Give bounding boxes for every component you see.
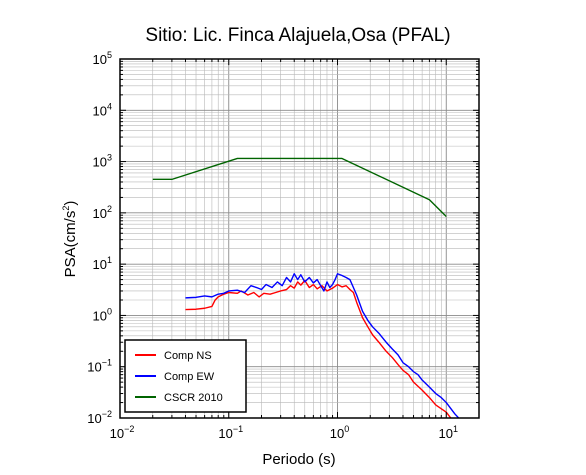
series-line-comp-ew	[185, 273, 460, 418]
series-layer	[152, 157, 460, 418]
legend-label-comp-ew: Comp EW	[164, 371, 215, 383]
plot-frame	[119, 58, 480, 419]
y-axis-label-base: PSA(cm/s	[62, 211, 79, 278]
y-tick-label: 103	[93, 153, 112, 170]
y-tick-labels: 10−2 10−1 100 101 102 103 104 105	[87, 50, 112, 426]
y-tick-label: 101	[93, 255, 112, 272]
x-tick-label: 10−2	[110, 424, 135, 441]
x-tick-label: 101	[439, 424, 458, 441]
y-axis-label-close: )	[62, 201, 79, 206]
y-axis-label: PSA(cm/s2)	[61, 201, 79, 278]
series-line-cscr-2010	[152, 157, 447, 217]
y-tick-label: 100	[93, 306, 112, 323]
x-tick-label: 100	[330, 424, 349, 441]
grid	[119, 58, 480, 419]
x-tick-labels: 10−2 10−1 100 101	[110, 424, 458, 441]
x-axis-label: Periodo (s)	[262, 451, 335, 468]
legend: Comp NS Comp EW CSCR 2010	[124, 339, 247, 413]
y-tick-label: 10−1	[87, 358, 112, 375]
y-tick-label: 104	[93, 101, 112, 118]
series-line-comp-ns	[185, 279, 452, 418]
x-tick-label: 10−1	[218, 424, 243, 441]
y-tick-label: 102	[93, 204, 112, 221]
y-tick-label: 105	[93, 50, 112, 67]
y-tick-label: 10−2	[87, 409, 112, 426]
axis-ticks	[119, 58, 480, 419]
legend-label-cscr-2010: CSCR 2010	[164, 392, 223, 404]
chart-title: Sitio: Lic. Finca Alajuela,Osa (PFAL)	[145, 25, 450, 46]
y-axis-label-sup: 2	[61, 206, 71, 211]
legend-label-comp-ns: Comp NS	[164, 350, 212, 362]
